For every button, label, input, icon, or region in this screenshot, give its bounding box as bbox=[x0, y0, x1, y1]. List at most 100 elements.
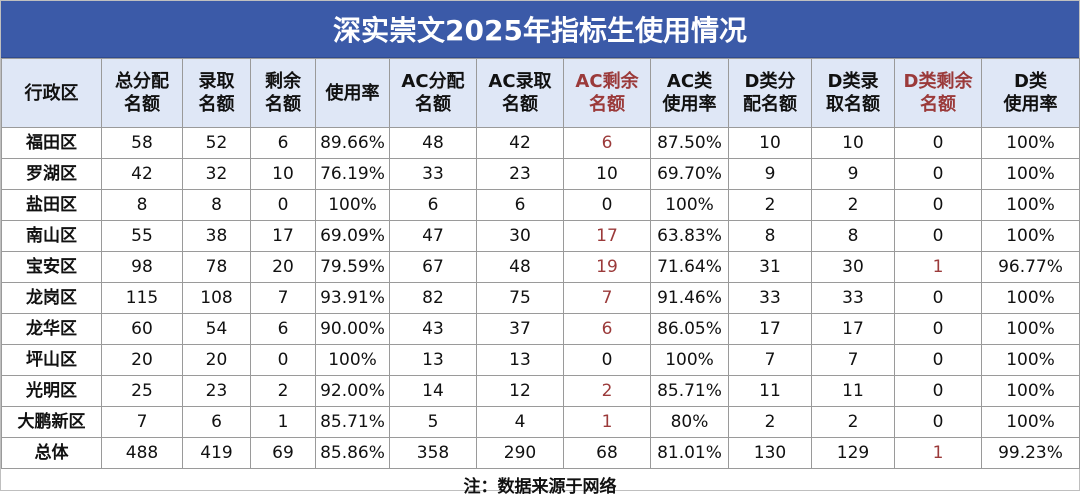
column-header-line: D类 bbox=[1014, 71, 1047, 92]
table-cell: 1 bbox=[894, 437, 982, 469]
table-cell: 10 bbox=[811, 127, 895, 159]
district-name-cell: 总体 bbox=[1, 437, 102, 469]
column-header-line: 名额 bbox=[502, 94, 538, 115]
table-cell: 48 bbox=[389, 127, 477, 159]
table-cell: 17 bbox=[811, 313, 895, 345]
table-cell: 2 bbox=[811, 189, 895, 221]
table-cell: 6 bbox=[476, 189, 564, 221]
table-cell: 63.83% bbox=[650, 220, 729, 252]
column-header: AC分配 名额 bbox=[389, 58, 477, 128]
column-header: 行政区 bbox=[1, 58, 102, 128]
table-cell: 6 bbox=[182, 406, 251, 438]
table-row: 光明区 25 23 2 92.00% 14 12 2 85.71% 11 11 0 100% bbox=[1, 375, 1080, 407]
column-header: 总分配 名额 bbox=[101, 58, 183, 128]
quota-usage-table: 行政区 总分配 名额 录取 名额 剩余 名额 使用率 AC分配 名额 AC录取 名额 AC剩余 名额 AC类… bbox=[1, 58, 1080, 469]
column-header: D类 使用率 bbox=[981, 58, 1080, 128]
table-cell: 0 bbox=[894, 313, 982, 345]
column-header-line: 行政区 bbox=[24, 82, 79, 104]
table-cell: 8 bbox=[182, 189, 251, 221]
district-name-cell: 坪山区 bbox=[1, 344, 102, 376]
table-cell: 48 bbox=[476, 251, 564, 283]
table-cell: 13 bbox=[476, 344, 564, 376]
district-name-cell: 龙岗区 bbox=[1, 282, 102, 314]
table-cell: 0 bbox=[563, 344, 651, 376]
table-cell: 86.05% bbox=[650, 313, 729, 345]
table-cell: 8 bbox=[728, 220, 812, 252]
column-header-line: AC录取 bbox=[488, 71, 552, 92]
table-cell: 11 bbox=[728, 375, 812, 407]
table-cell: 0 bbox=[250, 344, 316, 376]
table-cell: 290 bbox=[476, 437, 564, 469]
table-cell: 42 bbox=[476, 127, 564, 159]
table-cell: 100% bbox=[981, 127, 1080, 159]
district-name-cell: 南山区 bbox=[1, 220, 102, 252]
column-header: D类剩余 名额 bbox=[894, 58, 982, 128]
table-cell: 10 bbox=[563, 158, 651, 190]
column-header-line: 使用率 bbox=[662, 94, 717, 115]
table-cell: 85.86% bbox=[315, 437, 390, 469]
table-cell: 17 bbox=[563, 220, 651, 252]
table-cell: 2 bbox=[250, 375, 316, 407]
table-cell: 42 bbox=[101, 158, 183, 190]
table-cell: 30 bbox=[476, 220, 564, 252]
table-header-row: 行政区 总分配 名额 录取 名额 剩余 名额 使用率 AC分配 名额 AC录取 名额 AC剩余 名额 AC类… bbox=[1, 58, 1080, 128]
table-cell: 100% bbox=[650, 189, 729, 221]
table-cell: 0 bbox=[894, 189, 982, 221]
table-row: 南山区 55 38 17 69.09% 47 30 17 63.83% 8 8 0 100% bbox=[1, 220, 1080, 252]
table-row: 龙岗区 115 108 7 93.91% 82 75 7 91.46% 33 33 0 100% bbox=[1, 282, 1080, 314]
table-cell: 69 bbox=[250, 437, 316, 469]
table-cell: 0 bbox=[894, 375, 982, 407]
table-cell: 90.00% bbox=[315, 313, 390, 345]
table-cell: 6 bbox=[563, 127, 651, 159]
table-cell: 100% bbox=[650, 344, 729, 376]
table-cell: 100% bbox=[981, 282, 1080, 314]
table-cell: 81.01% bbox=[650, 437, 729, 469]
table-cell: 7 bbox=[101, 406, 183, 438]
table-cell: 100% bbox=[981, 189, 1080, 221]
table-cell: 0 bbox=[894, 406, 982, 438]
column-header-line: AC剩余 bbox=[575, 71, 639, 92]
column-header-line: D类剩余 bbox=[903, 71, 973, 92]
table-cell: 1 bbox=[563, 406, 651, 438]
table-cell: 96.77% bbox=[981, 251, 1080, 283]
table-cell: 6 bbox=[563, 313, 651, 345]
table-cell: 20 bbox=[101, 344, 183, 376]
table-cell: 79.59% bbox=[315, 251, 390, 283]
table-cell: 8 bbox=[101, 189, 183, 221]
table-row: 福田区 58 52 6 89.66% 48 42 6 87.50% 10 10 0 100% bbox=[1, 127, 1080, 159]
source-note: 注：数据来源于网络 bbox=[463, 476, 617, 497]
table-row: 龙华区 60 54 6 90.00% 43 37 6 86.05% 17 17 0 100% bbox=[1, 313, 1080, 345]
table-cell: 60 bbox=[101, 313, 183, 345]
table-cell: 92.00% bbox=[315, 375, 390, 407]
table-cell: 0 bbox=[894, 282, 982, 314]
table-cell: 10 bbox=[250, 158, 316, 190]
table-row: 大鹏新区 7 6 1 85.71% 5 4 1 80% 2 2 0 100% bbox=[1, 406, 1080, 438]
column-header-line: 录取 bbox=[198, 71, 235, 92]
table-row: 盐田区 8 8 0 100% 6 6 0 100% 2 2 0 100% bbox=[1, 189, 1080, 221]
table-cell: 6 bbox=[389, 189, 477, 221]
table-cell: 69.70% bbox=[650, 158, 729, 190]
table-row: 罗湖区 42 32 10 76.19% 33 23 10 69.70% 9 9 0 100% bbox=[1, 158, 1080, 190]
column-header: AC剩余 名额 bbox=[563, 58, 651, 128]
table-cell: 419 bbox=[182, 437, 251, 469]
table-cell: 32 bbox=[182, 158, 251, 190]
table-cell: 85.71% bbox=[315, 406, 390, 438]
table-cell: 488 bbox=[101, 437, 183, 469]
table-cell: 33 bbox=[728, 282, 812, 314]
table-cell: 30 bbox=[811, 251, 895, 283]
table-cell: 2 bbox=[811, 406, 895, 438]
column-header-line: 名额 bbox=[920, 94, 956, 115]
table-cell: 87.50% bbox=[650, 127, 729, 159]
column-header: 录取 名额 bbox=[182, 58, 251, 128]
table-cell: 19 bbox=[563, 251, 651, 283]
table-cell: 43 bbox=[389, 313, 477, 345]
table-cell: 23 bbox=[182, 375, 251, 407]
table-cell: 17 bbox=[728, 313, 812, 345]
table-cell: 80% bbox=[650, 406, 729, 438]
column-header-line: 使用率 bbox=[325, 82, 380, 104]
table-cell: 0 bbox=[894, 344, 982, 376]
table-cell: 0 bbox=[894, 220, 982, 252]
table-cell: 358 bbox=[389, 437, 477, 469]
table-cell: 7 bbox=[563, 282, 651, 314]
